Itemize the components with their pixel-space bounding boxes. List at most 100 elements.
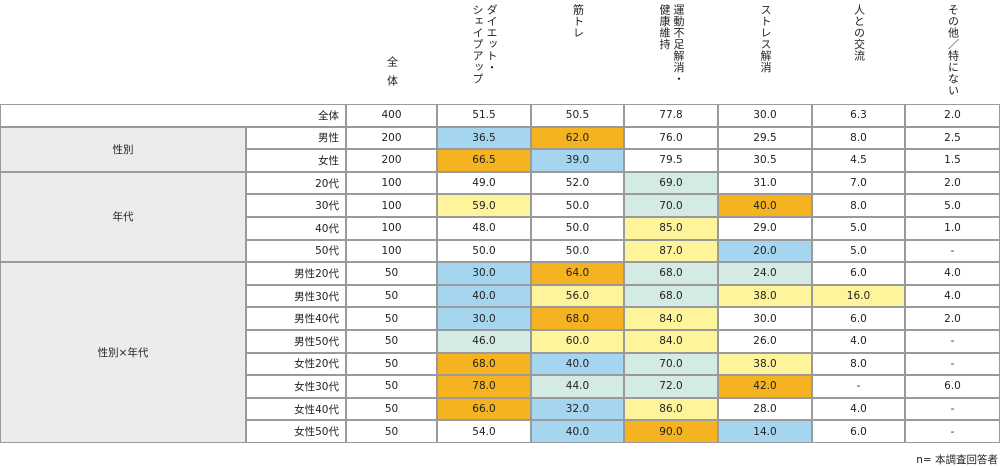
value-cell: 26.0 [718,330,812,353]
value-cell: 29.5 [718,126,812,150]
value-cell: 51.5 [437,104,531,127]
sample-size-cell: 50 [346,330,437,353]
value-cell: 48.0 [437,217,531,240]
sample-size-cell: 50 [346,307,437,330]
value-cell: 70.0 [624,352,718,376]
value-cell: 30.0 [718,104,812,127]
value-cell: 1.5 [905,149,1000,172]
row-label: 男性40代 [246,307,346,330]
value-cell: 32.0 [531,397,624,421]
value-cell: 50.5 [531,104,624,127]
header-all-label: 全体 [385,56,399,94]
value-cell: 16.0 [812,284,905,308]
value-cell: 38.0 [718,284,812,308]
value-cell: - [905,352,1000,376]
value-cell: 66.5 [437,149,531,172]
value-cell: 4.0 [905,284,1000,308]
value-cell: 31.0 [718,171,812,195]
value-cell: 6.0 [812,420,905,443]
column-header: 筋トレ [531,0,624,104]
value-cell: 38.0 [718,352,812,376]
column-header-label: 運動不足解消・ 健康維持 [658,4,685,85]
value-cell: 5.0 [812,217,905,240]
value-cell: 29.0 [718,217,812,240]
value-cell: 68.0 [437,352,531,376]
value-cell: 54.0 [437,420,531,443]
value-cell: 64.0 [531,262,624,285]
value-cell: 6.0 [812,262,905,285]
value-cell: 2.0 [905,307,1000,330]
value-cell: 90.0 [624,420,718,443]
value-cell: 40.0 [437,284,531,308]
group-label: 年代 [0,171,246,263]
value-cell: 49.0 [437,171,531,195]
value-cell: 84.0 [624,330,718,353]
value-cell: 70.0 [624,194,718,217]
value-cell: 2.5 [905,126,1000,150]
value-cell: - [905,330,1000,353]
value-cell: - [905,239,1000,263]
value-cell: 6.3 [812,104,905,127]
sample-size-cell: 50 [346,284,437,308]
value-cell: 5.0 [905,194,1000,217]
column-header-label: ストレス解消 [759,4,772,73]
sample-size-cell: 400 [346,104,437,127]
value-cell: 44.0 [531,375,624,398]
column-header: その他／特にない [905,0,1000,104]
value-cell: 50.0 [531,217,624,240]
value-cell: 5.0 [812,239,905,263]
sample-size-cell: 100 [346,239,437,263]
value-cell: 76.0 [624,126,718,150]
value-cell: 28.0 [718,397,812,421]
row-label: 40代 [246,217,346,240]
value-cell: - [812,375,905,398]
column-header-label: ダイエット・ シェイプアップ [471,4,498,85]
value-cell: 59.0 [437,194,531,217]
value-cell: 24.0 [718,262,812,285]
row-label: 男性 [246,126,346,150]
value-cell: 2.0 [905,171,1000,195]
sample-size-cell: 50 [346,352,437,376]
row-label: 女性 [246,149,346,172]
value-cell: 30.5 [718,149,812,172]
group-label: 性別×年代 [0,262,246,443]
sample-note: n= 本調査回答者 [916,454,998,466]
row-label: 女性20代 [246,352,346,376]
value-cell: 62.0 [531,126,624,150]
value-cell: 77.8 [624,104,718,127]
row-label: 女性30代 [246,375,346,398]
column-header-label: 筋トレ [571,4,585,39]
row-label: 男性20代 [246,262,346,285]
column-header-label: 人との交流 [852,4,866,62]
column-header: ダイエット・ シェイプアップ [437,0,531,104]
value-cell: 8.0 [812,352,905,376]
value-cell: 20.0 [718,239,812,263]
value-cell: 50.0 [437,239,531,263]
value-cell: 4.0 [812,330,905,353]
value-cell: 2.0 [905,104,1000,127]
value-cell: 1.0 [905,217,1000,240]
sample-size-cell: 100 [346,171,437,195]
value-cell: 69.0 [624,171,718,195]
value-cell: 4.5 [812,149,905,172]
value-cell: 8.0 [812,126,905,150]
row-label: 女性40代 [246,397,346,421]
value-cell: - [905,420,1000,443]
value-cell: 68.0 [624,262,718,285]
sample-size-cell: 100 [346,217,437,240]
sample-size-cell: 200 [346,126,437,150]
column-header: 人との交流 [812,0,905,104]
row-label: 男性30代 [246,284,346,308]
value-cell: 72.0 [624,375,718,398]
value-cell: 6.0 [812,307,905,330]
value-cell: 42.0 [718,375,812,398]
value-cell: 56.0 [531,284,624,308]
value-cell: 50.0 [531,194,624,217]
value-cell: 6.0 [905,375,1000,398]
sample-size-cell: 100 [346,194,437,217]
value-cell: 50.0 [531,239,624,263]
value-cell: 60.0 [531,330,624,353]
value-cell: 4.0 [905,262,1000,285]
value-cell: 68.0 [624,284,718,308]
